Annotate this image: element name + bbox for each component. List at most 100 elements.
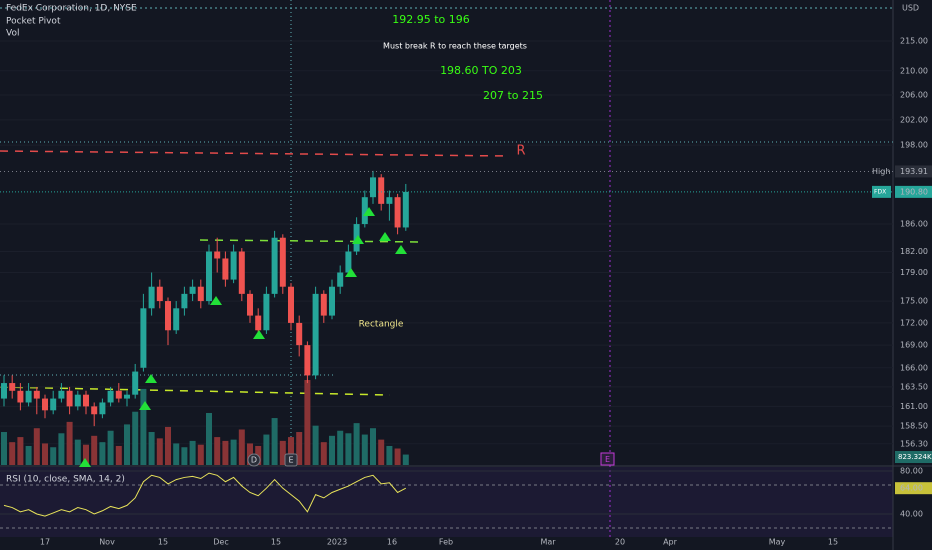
candle-body bbox=[17, 390, 24, 403]
candle-body bbox=[189, 286, 196, 294]
y-tick-label: 179.00 bbox=[900, 268, 928, 277]
annotation: R bbox=[516, 144, 525, 159]
volume-bar bbox=[140, 388, 147, 465]
pivot-triangle bbox=[345, 268, 357, 277]
candle-body bbox=[107, 390, 114, 403]
x-tick-label: Mar bbox=[540, 538, 556, 547]
x-tick-label: 20 bbox=[615, 538, 625, 547]
y-tick-label: 202.00 bbox=[900, 115, 928, 124]
volume-bar bbox=[288, 437, 294, 465]
candle-body bbox=[288, 286, 294, 323]
x-tick-label: 15 bbox=[158, 538, 168, 547]
volume-bar bbox=[107, 430, 114, 465]
y-tick-label: 156.30 bbox=[900, 439, 928, 448]
candle-body bbox=[173, 308, 180, 331]
event-label: E bbox=[288, 456, 293, 465]
y-tick-label: 172.00 bbox=[900, 318, 928, 327]
symbol-title: FedEx Corporation, 1D, NYSE bbox=[6, 4, 137, 14]
candle-body bbox=[206, 251, 212, 302]
last-box bbox=[895, 185, 932, 198]
candle-body bbox=[9, 383, 16, 391]
volume-bar bbox=[50, 447, 57, 465]
x-tick-label: Dec bbox=[213, 538, 228, 547]
event-label: E bbox=[605, 455, 610, 464]
volume-bar bbox=[279, 440, 286, 465]
candle-body bbox=[115, 390, 122, 399]
volume-bar bbox=[353, 423, 360, 465]
candle-body bbox=[58, 390, 65, 399]
candle-body bbox=[214, 251, 221, 259]
candle-body bbox=[370, 177, 376, 198]
y-tick-label: 182.00 bbox=[900, 247, 928, 256]
volume-bar bbox=[263, 434, 270, 465]
candle-body bbox=[394, 197, 401, 228]
annotation: Must break R to reach these targets bbox=[383, 42, 527, 51]
y-tick-label: 163.50 bbox=[900, 382, 928, 391]
volume-bar bbox=[370, 428, 376, 465]
volume-bar bbox=[9, 442, 16, 465]
candle-body bbox=[238, 251, 245, 294]
volume-bar bbox=[156, 438, 163, 465]
annotation: 207 to 215 bbox=[483, 89, 543, 102]
pivot-triangle bbox=[79, 458, 91, 467]
candle-body bbox=[91, 406, 98, 415]
candle-body bbox=[66, 390, 73, 407]
volume-bar bbox=[42, 443, 48, 465]
volume-bar bbox=[1, 432, 7, 465]
volume-bar bbox=[197, 444, 204, 465]
event-badge[interactable] bbox=[284, 453, 298, 467]
x-tick-label: May bbox=[769, 538, 786, 547]
x-tick-label: Nov bbox=[99, 538, 115, 547]
volume-bar bbox=[214, 437, 221, 465]
rsi-tick-label: 80.00 bbox=[900, 466, 923, 475]
y-tick-label: 215.00 bbox=[900, 37, 928, 46]
y-tick-label: 169.00 bbox=[900, 341, 928, 350]
candle-body bbox=[345, 251, 352, 273]
pivot-triangle bbox=[379, 232, 391, 241]
candle-body bbox=[337, 272, 344, 287]
y-tick-label: 161.00 bbox=[900, 402, 928, 411]
legend-item: Pocket Pivot bbox=[6, 17, 61, 27]
volume-bar bbox=[386, 445, 393, 465]
volume-box bbox=[895, 451, 932, 463]
event-badge[interactable] bbox=[247, 453, 261, 467]
event-badge[interactable] bbox=[600, 452, 615, 466]
candle-body bbox=[378, 177, 385, 204]
candle-body bbox=[165, 301, 171, 331]
volume-bar bbox=[189, 440, 196, 465]
volume-bar bbox=[394, 448, 401, 465]
pivot-triangle bbox=[145, 374, 157, 383]
annotation: 198.60 TO 203 bbox=[440, 64, 522, 77]
candle-body bbox=[271, 237, 278, 294]
high-box bbox=[895, 165, 932, 178]
candle-body bbox=[83, 394, 89, 407]
candle-body bbox=[132, 371, 139, 395]
event-label: D bbox=[251, 456, 257, 465]
volume-bar bbox=[66, 421, 73, 465]
candle-body bbox=[304, 345, 311, 376]
pivot-triangle bbox=[363, 207, 375, 216]
volume-bar bbox=[304, 380, 311, 465]
volume-bar bbox=[165, 426, 171, 465]
volume-bar bbox=[33, 428, 40, 465]
candle-body bbox=[1, 383, 7, 399]
candle-body bbox=[312, 293, 319, 376]
volume-bar bbox=[181, 447, 188, 465]
candle-body bbox=[42, 398, 48, 411]
volume-bar bbox=[132, 411, 139, 465]
volume-bar bbox=[345, 433, 352, 465]
volume-bar bbox=[25, 445, 32, 465]
volume-bar bbox=[320, 442, 327, 465]
volume-bar bbox=[222, 440, 229, 465]
candle-body bbox=[279, 237, 286, 287]
volume-bar bbox=[402, 454, 409, 465]
candle-body bbox=[247, 293, 253, 316]
candle-body bbox=[386, 197, 393, 204]
rsi-line bbox=[3, 472, 407, 517]
rsi-pane bbox=[0, 467, 893, 537]
last-name-box bbox=[872, 185, 891, 198]
y-tick-label: 186.00 bbox=[900, 220, 928, 229]
